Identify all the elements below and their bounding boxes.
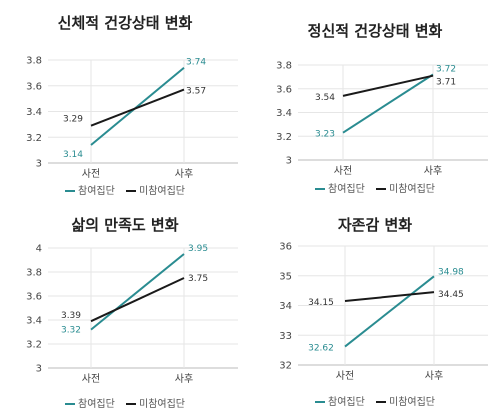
data-label: 34.98: [438, 267, 464, 277]
data-label: 3.14: [63, 150, 83, 160]
data-label: 3.32: [61, 326, 81, 336]
y-tick-label: 3: [286, 156, 292, 167]
legend-label: 참여집단: [328, 397, 365, 408]
y-tick-label: 33: [279, 331, 292, 342]
series-line-nonparticipant: [344, 291, 435, 303]
series-line-participant: [342, 73, 434, 134]
y-tick-label: 3.4: [26, 107, 42, 118]
chart-title: 정신적 건강상태 변화: [307, 22, 443, 40]
legend-label: 참여집단: [328, 184, 365, 195]
legend-item-participant: 참여집단: [65, 182, 115, 197]
data-label: 3.23: [315, 130, 335, 140]
x-tick-label: 사전: [336, 370, 354, 382]
y-tick-label: 3: [36, 159, 42, 170]
y-tick-label: 3.4: [26, 316, 42, 327]
y-tick-label: 35: [279, 271, 292, 282]
legend-swatch-participant: [315, 401, 325, 403]
y-tick-label: 3: [36, 364, 42, 375]
legend-label: 미참여집단: [389, 397, 435, 408]
data-label: 3.74: [186, 58, 206, 68]
legend-swatch-nonparticipant: [126, 190, 136, 192]
data-label: 3.39: [61, 311, 81, 321]
legend-item-nonparticipant: 미참여집단: [376, 393, 435, 408]
y-tick-label: 3.8: [26, 56, 42, 67]
y-tick-label: 3.6: [276, 84, 292, 95]
y-tick-label: 3.4: [276, 108, 292, 119]
y-tick-label: 3.2: [276, 132, 292, 143]
x-tick-label: 사전: [82, 373, 100, 385]
data-label: 3.71: [436, 78, 456, 88]
y-tick-label: 3.2: [26, 133, 42, 144]
series-line-participant: [90, 66, 185, 146]
series-line-nonparticipant: [342, 74, 434, 97]
y-tick-label: 32: [279, 361, 292, 372]
legend-swatch-participant: [315, 188, 325, 190]
legend-swatch-nonparticipant: [126, 403, 136, 405]
x-tick-label: 사후: [425, 370, 443, 382]
data-label: 3.29: [63, 115, 83, 125]
data-label: 3.95: [188, 244, 208, 254]
series-line-nonparticipant: [90, 277, 185, 323]
legend-label: 미참여집단: [139, 399, 185, 410]
chart-title: 삶의 만족도 변화: [71, 216, 179, 234]
legend-label: 미참여집단: [139, 186, 185, 197]
legend: 참여집단 미참여집단: [250, 393, 500, 408]
series-line-nonparticipant: [90, 88, 185, 127]
chart-title: 신체적 건강상태 변화: [57, 14, 193, 32]
chart-panel-physical-health: 신체적 건강상태 변화 3 3.2 3.4 3.6 3.8 사전 사후 3.14 3.74 3.2…: [0, 0, 250, 208]
legend-label: 참여집단: [78, 186, 115, 197]
legend-item-nonparticipant: 미참여집단: [126, 395, 185, 410]
x-tick-label: 사전: [334, 165, 352, 177]
chart-svg: 32 33 34 35 36 사전 사후 32.62 34.98 34.15 34.45: [279, 242, 488, 382]
series-line-participant: [344, 275, 435, 348]
legend: 참여집단 미참여집단: [0, 182, 250, 197]
y-tick-label: 3.2: [26, 340, 42, 351]
legend-item-participant: 참여집단: [65, 395, 115, 410]
legend-swatch-nonparticipant: [376, 188, 386, 190]
data-label: 32.62: [308, 344, 334, 354]
y-tick-label: 34: [279, 301, 292, 312]
legend-swatch-participant: [65, 403, 75, 405]
chart-svg: 3 3.2 3.4 3.6 3.8 사전 사후 3.14 3.74 3.29 3.57: [26, 56, 238, 180]
legend-item-participant: 참여집단: [315, 393, 365, 408]
legend-item-nonparticipant: 미참여집단: [376, 180, 435, 195]
chart-title: 자존감 변화: [337, 216, 413, 234]
legend: 참여집단 미참여집단: [0, 395, 250, 410]
data-label: 34.15: [308, 298, 334, 308]
x-tick-label: 사후: [424, 165, 442, 177]
legend-label: 참여집단: [78, 399, 115, 410]
y-tick-label: 4: [36, 244, 42, 255]
x-tick-label: 사후: [175, 373, 193, 385]
legend: 참여집단 미참여집단: [250, 180, 500, 195]
chart-panel-self-esteem: 자존감 변화 32 33 34 35 36 사전 사후 32.62 34.98 34.15 34.4…: [250, 208, 500, 417]
series-line-participant: [90, 253, 185, 331]
y-tick-label: 3.8: [276, 61, 292, 72]
data-label: 3.72: [436, 65, 456, 75]
y-tick-label: 3.6: [26, 81, 42, 92]
legend-label: 미참여집단: [389, 184, 435, 195]
chart-svg: 3 3.2 3.4 3.6 3.8 4 사전 사후 3.32 3.95 3.39 3.75: [26, 244, 238, 385]
data-label: 3.75: [188, 274, 208, 284]
data-label: 3.57: [186, 87, 206, 97]
chart-svg: 3 3.2 3.4 3.6 3.8 사전 사후 3.23 3.72 3.54 3.71: [276, 61, 488, 177]
data-label: 3.54: [315, 93, 335, 103]
legend-swatch-participant: [65, 190, 75, 192]
y-tick-label: 3.8: [26, 268, 42, 279]
y-tick-label: 36: [279, 242, 292, 253]
legend-item-nonparticipant: 미참여집단: [126, 182, 185, 197]
x-tick-label: 사후: [175, 168, 193, 180]
legend-item-participant: 참여집단: [315, 180, 365, 195]
chart-panel-mental-health: 정신적 건강상태 변화 3 3.2 3.4 3.6 3.8 사전 사후 3.23 3.72 3.5…: [250, 0, 500, 208]
legend-swatch-nonparticipant: [376, 401, 386, 403]
data-label: 34.45: [438, 290, 464, 300]
y-tick-label: 3.6: [26, 292, 42, 303]
chart-panel-life-satisfaction: 삶의 만족도 변화 3 3.2 3.4 3.6 3.8 4 사전 사후 3.32 3.95 3.39…: [0, 208, 250, 417]
x-tick-label: 사전: [82, 168, 100, 180]
